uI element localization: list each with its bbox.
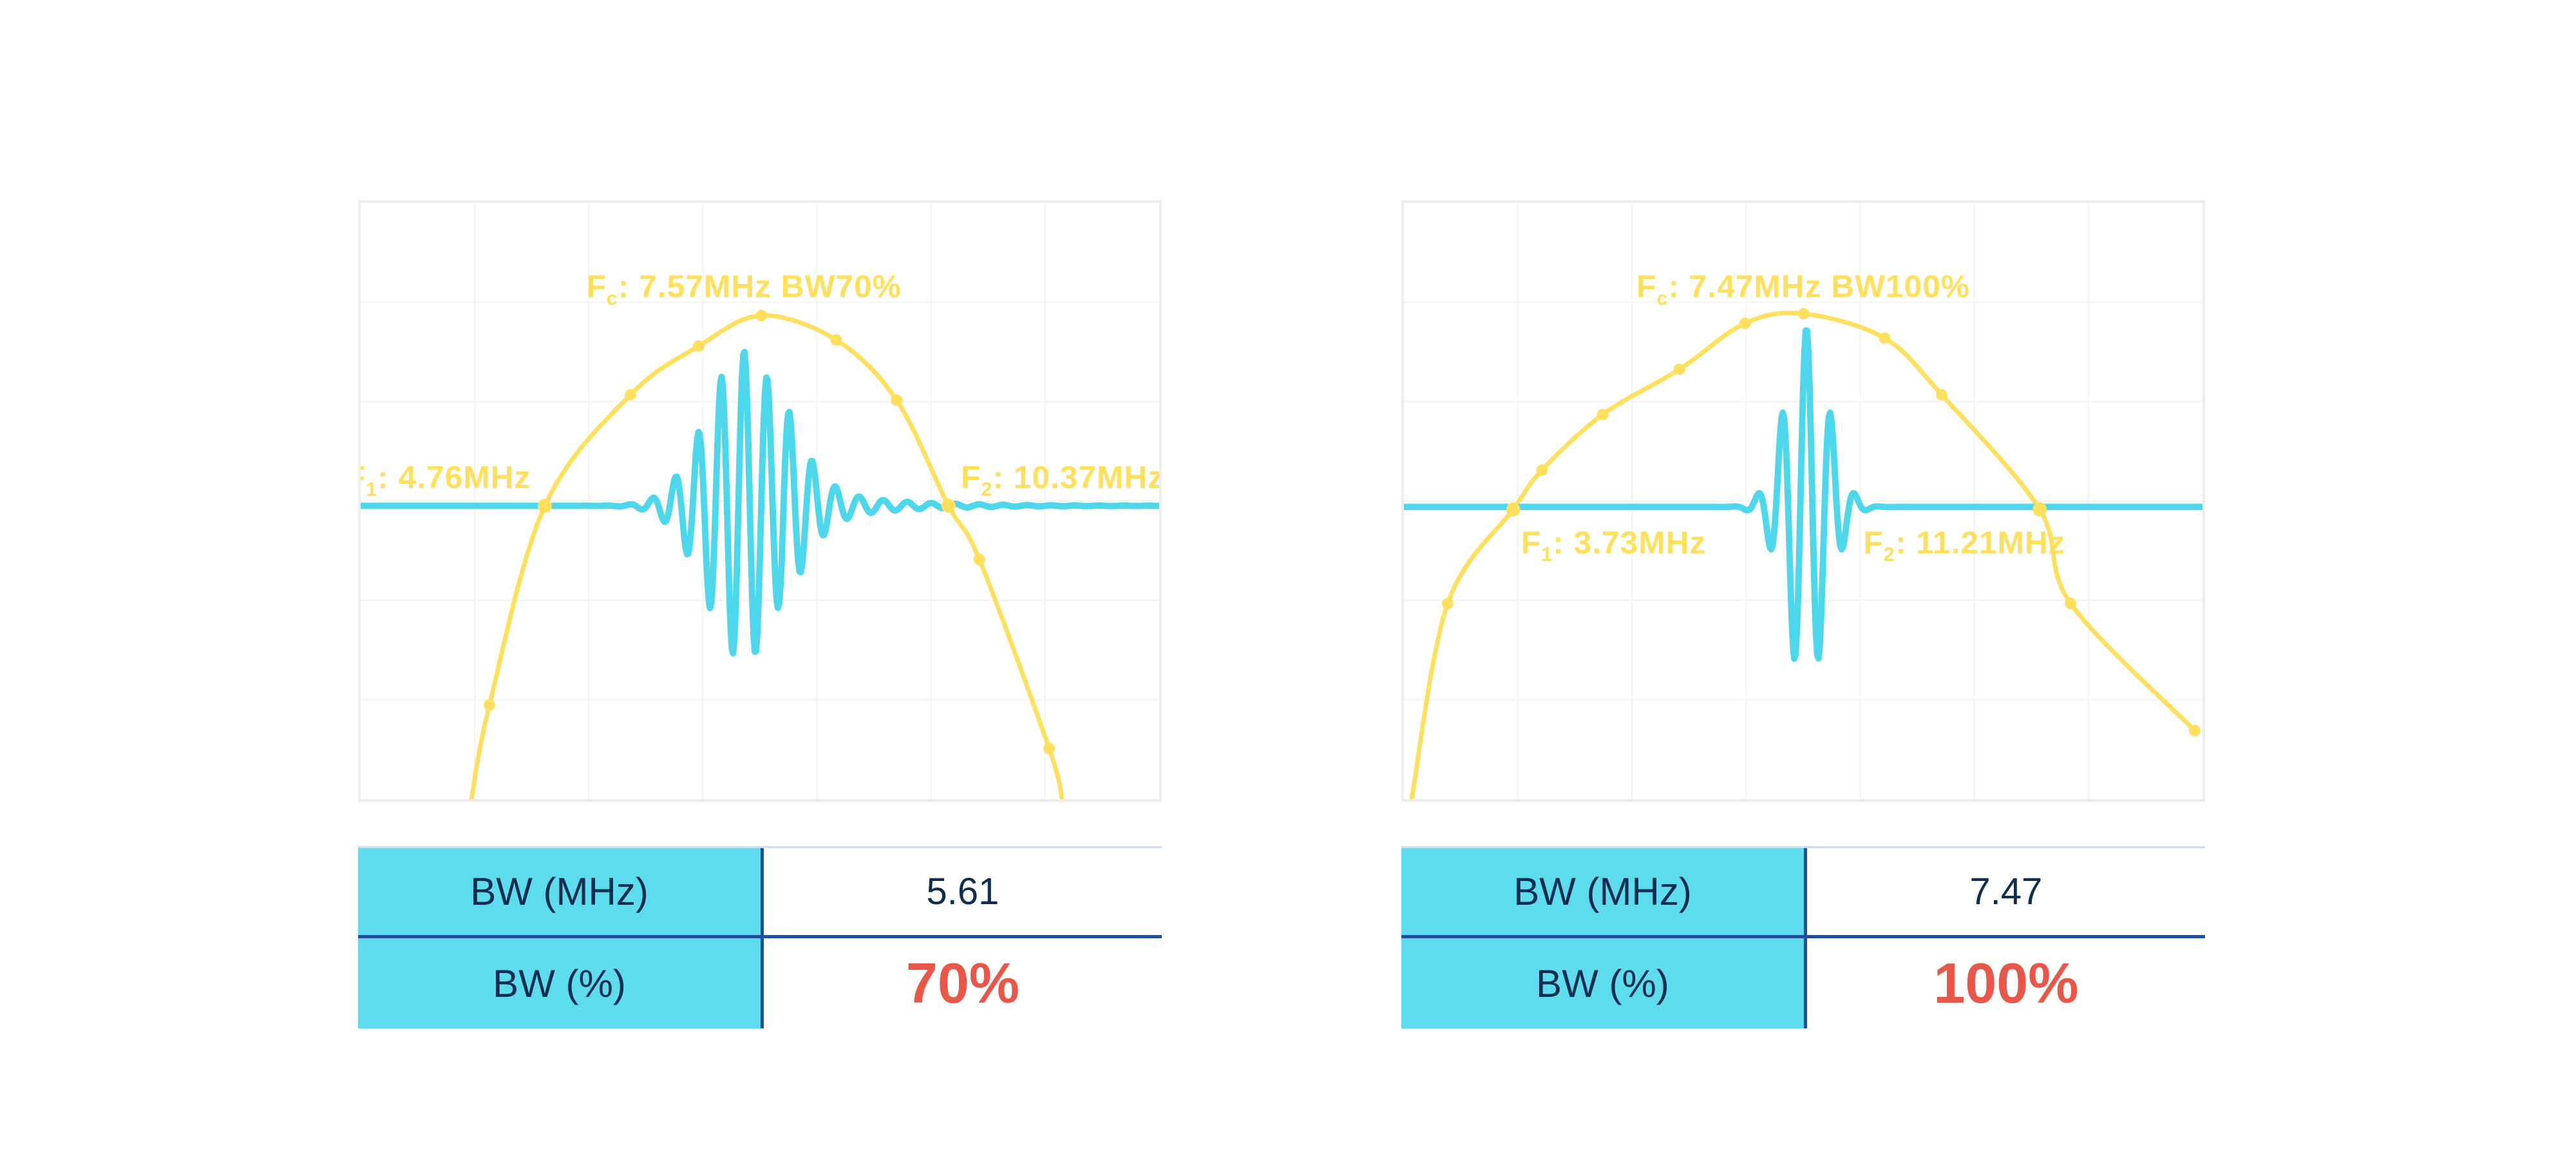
bw-pct-row: BW (%) 100% bbox=[1401, 938, 2205, 1028]
bw-table-70: BW (MHz) 5.61 BW (%) 70% bbox=[358, 846, 1162, 1028]
pulse-waveform bbox=[361, 348, 1159, 657]
marker-dot bbox=[973, 553, 985, 565]
band-edge-dot bbox=[538, 498, 552, 513]
marker-dot bbox=[1936, 389, 1947, 401]
marker-dot bbox=[1441, 598, 1454, 610]
bw-mhz-label: BW (MHz) bbox=[1401, 848, 1807, 935]
marker-dot bbox=[1043, 743, 1056, 755]
band-edge-dot bbox=[941, 498, 956, 513]
bw-pct-value: 70% bbox=[905, 951, 1020, 1015]
marker-dot bbox=[755, 310, 768, 321]
bw-table-100: BW (MHz) 7.47 BW (%) 100% bbox=[1401, 846, 2205, 1028]
bw-pct-value: 100% bbox=[1933, 951, 2079, 1015]
fc-annotation: Fc: 7.57MHz BW70% bbox=[586, 269, 901, 310]
chart-panel-bw100: Fc: 7.47MHz BW100% F1: 3.73MHz F2: 11.21MH… bbox=[1401, 200, 2205, 802]
bw-mhz-value: 5.61 bbox=[926, 871, 999, 913]
fc-annotation: Fc: 7.47MHz BW100% bbox=[1636, 269, 1970, 310]
marker-dot bbox=[2065, 598, 2077, 610]
marker-dot bbox=[1673, 363, 1685, 375]
bw70-chart: Fc: 7.57MHz BW70% F1: 4.76MHz F2: 10.37MHz bbox=[361, 203, 1159, 799]
spectrum-curve bbox=[469, 313, 1065, 799]
chart-panel-bw70: Fc: 7.57MHz BW70% F1: 4.76MHz F2: 10.37MHz bbox=[358, 200, 1162, 802]
f2-annotation: F2: 10.37MHz bbox=[961, 459, 1159, 500]
f2-annotation: F2: 11.21MHz bbox=[1863, 524, 2065, 565]
marker-dot bbox=[693, 340, 705, 352]
bw100-chart: Fc: 7.47MHz BW100% F1: 3.73MHz F2: 11.21MH… bbox=[1404, 203, 2202, 799]
marker-dot bbox=[830, 334, 842, 346]
band-edge-dot bbox=[1506, 502, 1520, 516]
band-edge-dot bbox=[2032, 502, 2047, 516]
bw-mhz-value: 7.47 bbox=[1969, 871, 2043, 913]
bw-mhz-row: BW (MHz) 5.61 bbox=[358, 848, 1162, 938]
bw-mhz-row: BW (MHz) 7.47 bbox=[1401, 848, 2205, 938]
marker-dot bbox=[2189, 724, 2201, 737]
marker-dot bbox=[624, 389, 636, 401]
spectrum-curve bbox=[1409, 310, 2197, 799]
spectrum-markers bbox=[484, 310, 1056, 755]
marker-dot bbox=[1596, 408, 1609, 421]
marker-dot bbox=[1739, 317, 1751, 330]
bw-pct-row: BW (%) 70% bbox=[358, 938, 1162, 1028]
pulse-waveform bbox=[1404, 327, 2202, 662]
bw-pct-label: BW (%) bbox=[358, 938, 764, 1028]
bw-mhz-label: BW (MHz) bbox=[358, 848, 764, 935]
marker-dot bbox=[891, 394, 903, 406]
marker-dot bbox=[1797, 308, 1810, 320]
marker-dot bbox=[484, 699, 495, 711]
f1-annotation: F1: 4.76MHz bbox=[361, 459, 531, 500]
f1-annotation: F1: 3.73MHz bbox=[1521, 524, 1706, 565]
marker-dot bbox=[1879, 332, 1891, 345]
bw-pct-label: BW (%) bbox=[1401, 938, 1807, 1028]
marker-dot bbox=[1536, 464, 1548, 476]
spectrum-markers bbox=[1441, 308, 2201, 737]
